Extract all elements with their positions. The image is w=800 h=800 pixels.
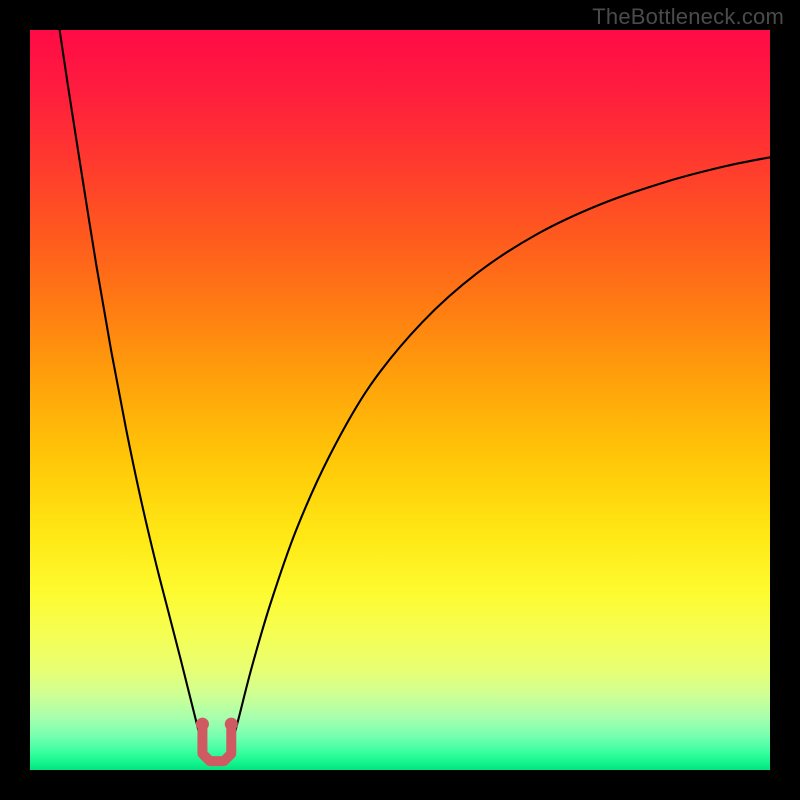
curve-left xyxy=(60,30,203,746)
plot-area xyxy=(30,30,770,770)
valley-endpoint-left xyxy=(196,718,209,731)
watermark-text: TheBottleneck.com xyxy=(592,4,784,30)
curve-layer xyxy=(30,30,770,770)
curve-right xyxy=(231,157,770,746)
valley-endpoint-right xyxy=(225,718,238,731)
valley-marker xyxy=(202,724,231,761)
chart-frame: TheBottleneck.com xyxy=(0,0,800,800)
